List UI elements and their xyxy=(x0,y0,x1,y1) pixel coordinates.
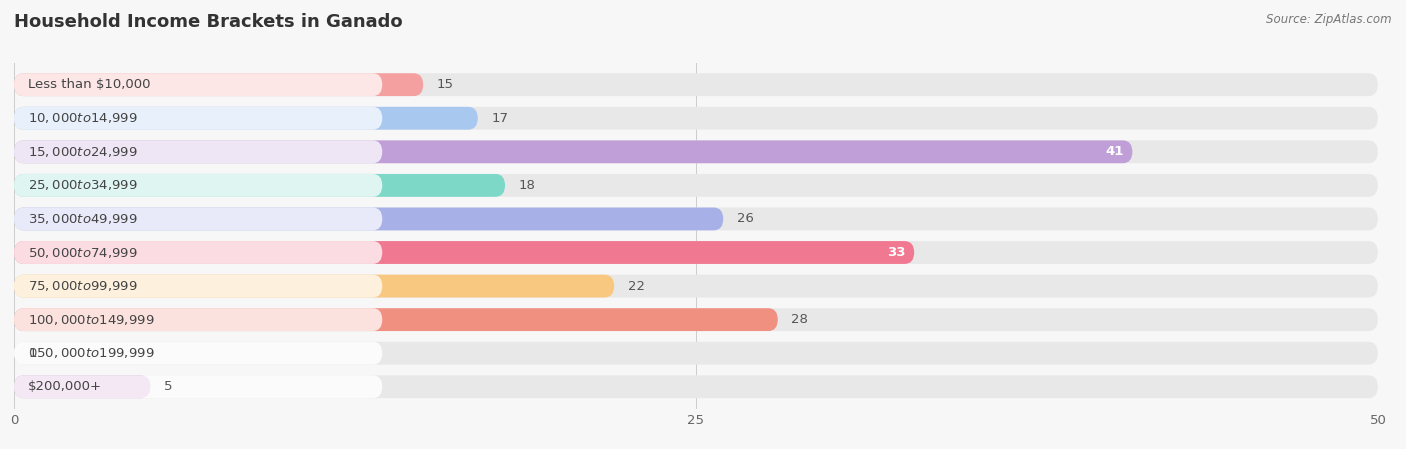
Text: Source: ZipAtlas.com: Source: ZipAtlas.com xyxy=(1267,13,1392,26)
FancyBboxPatch shape xyxy=(14,107,1378,130)
FancyBboxPatch shape xyxy=(14,207,382,230)
FancyBboxPatch shape xyxy=(14,342,1378,365)
Text: 22: 22 xyxy=(627,280,645,293)
FancyBboxPatch shape xyxy=(14,375,382,398)
FancyBboxPatch shape xyxy=(14,375,150,398)
FancyBboxPatch shape xyxy=(14,241,382,264)
Text: 15: 15 xyxy=(437,78,454,91)
Text: Less than $10,000: Less than $10,000 xyxy=(28,78,150,91)
FancyBboxPatch shape xyxy=(14,241,1378,264)
Text: $35,000 to $49,999: $35,000 to $49,999 xyxy=(28,212,138,226)
FancyBboxPatch shape xyxy=(14,275,382,298)
Text: $100,000 to $149,999: $100,000 to $149,999 xyxy=(28,313,155,326)
FancyBboxPatch shape xyxy=(14,241,382,264)
FancyBboxPatch shape xyxy=(14,375,382,398)
Text: 0: 0 xyxy=(28,347,37,360)
FancyBboxPatch shape xyxy=(14,107,478,130)
FancyBboxPatch shape xyxy=(14,73,382,96)
FancyBboxPatch shape xyxy=(14,207,723,230)
FancyBboxPatch shape xyxy=(14,141,1378,163)
FancyBboxPatch shape xyxy=(14,308,1378,331)
FancyBboxPatch shape xyxy=(14,107,382,130)
Text: 18: 18 xyxy=(519,179,536,192)
FancyBboxPatch shape xyxy=(14,174,505,197)
FancyBboxPatch shape xyxy=(14,107,382,130)
FancyBboxPatch shape xyxy=(14,174,382,197)
Text: $200,000+: $200,000+ xyxy=(28,380,101,393)
Text: 26: 26 xyxy=(737,212,754,225)
Text: Household Income Brackets in Ganado: Household Income Brackets in Ganado xyxy=(14,13,402,31)
FancyBboxPatch shape xyxy=(14,73,423,96)
Text: 33: 33 xyxy=(887,246,905,259)
FancyBboxPatch shape xyxy=(14,141,382,163)
Text: 28: 28 xyxy=(792,313,808,326)
FancyBboxPatch shape xyxy=(14,308,778,331)
FancyBboxPatch shape xyxy=(14,174,1378,197)
FancyBboxPatch shape xyxy=(14,141,382,163)
Text: $10,000 to $14,999: $10,000 to $14,999 xyxy=(28,111,138,125)
Text: $25,000 to $34,999: $25,000 to $34,999 xyxy=(28,178,138,192)
FancyBboxPatch shape xyxy=(14,207,1378,230)
Text: 5: 5 xyxy=(165,380,173,393)
FancyBboxPatch shape xyxy=(14,241,914,264)
Text: $150,000 to $199,999: $150,000 to $199,999 xyxy=(28,346,155,360)
FancyBboxPatch shape xyxy=(14,375,1378,398)
FancyBboxPatch shape xyxy=(14,73,1378,96)
FancyBboxPatch shape xyxy=(14,308,382,331)
FancyBboxPatch shape xyxy=(14,275,614,298)
FancyBboxPatch shape xyxy=(14,73,382,96)
Text: 41: 41 xyxy=(1107,145,1125,158)
FancyBboxPatch shape xyxy=(14,275,1378,298)
FancyBboxPatch shape xyxy=(14,342,382,365)
FancyBboxPatch shape xyxy=(14,207,382,230)
FancyBboxPatch shape xyxy=(14,275,382,298)
FancyBboxPatch shape xyxy=(14,308,382,331)
FancyBboxPatch shape xyxy=(14,174,382,197)
Text: 17: 17 xyxy=(492,112,509,125)
FancyBboxPatch shape xyxy=(14,141,1132,163)
Text: $50,000 to $74,999: $50,000 to $74,999 xyxy=(28,246,138,260)
Text: $15,000 to $24,999: $15,000 to $24,999 xyxy=(28,145,138,159)
Text: $75,000 to $99,999: $75,000 to $99,999 xyxy=(28,279,138,293)
FancyBboxPatch shape xyxy=(14,342,382,365)
